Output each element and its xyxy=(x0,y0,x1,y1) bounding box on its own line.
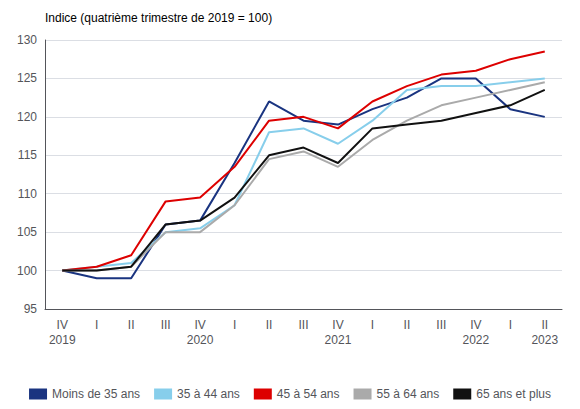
svg-text:45 à 54 ans: 45 à 54 ans xyxy=(277,387,340,401)
svg-text:2023: 2023 xyxy=(531,333,558,347)
svg-text:35 à 44 ans: 35 à 44 ans xyxy=(177,387,240,401)
svg-text:125: 125 xyxy=(17,71,37,85)
svg-text:II: II xyxy=(128,318,135,332)
svg-text:III: III xyxy=(298,318,308,332)
svg-text:130: 130 xyxy=(17,33,37,47)
svg-text:II: II xyxy=(404,318,411,332)
svg-text:Indice (quatrième trimestre de: Indice (quatrième trimestre de 2019 = 10… xyxy=(45,11,272,25)
svg-text:IV: IV xyxy=(57,318,68,332)
svg-text:IV: IV xyxy=(194,318,205,332)
svg-text:2020: 2020 xyxy=(187,333,214,347)
svg-text:II: II xyxy=(541,318,548,332)
svg-text:65 ans et plus: 65 ans et plus xyxy=(476,387,551,401)
svg-text:II: II xyxy=(266,318,273,332)
svg-text:I: I xyxy=(233,318,236,332)
svg-text:III: III xyxy=(436,318,446,332)
svg-text:110: 110 xyxy=(18,187,37,201)
svg-text:100: 100 xyxy=(17,264,37,278)
svg-text:105: 105 xyxy=(17,225,37,239)
svg-text:115: 115 xyxy=(18,148,37,162)
svg-text:2021: 2021 xyxy=(325,333,352,347)
svg-text:I: I xyxy=(95,318,98,332)
svg-text:IV: IV xyxy=(470,318,481,332)
svg-text:III: III xyxy=(161,318,171,332)
svg-text:IV: IV xyxy=(332,318,343,332)
svg-text:2019: 2019 xyxy=(49,333,76,347)
svg-text:Moins de 35 ans: Moins de 35 ans xyxy=(52,387,140,401)
svg-text:55 à 64 ans: 55 à 64 ans xyxy=(377,387,440,401)
svg-text:I: I xyxy=(371,318,374,332)
svg-text:2022: 2022 xyxy=(462,333,489,347)
svg-text:I: I xyxy=(509,318,512,332)
svg-text:95: 95 xyxy=(24,302,38,316)
svg-text:120: 120 xyxy=(17,110,37,124)
